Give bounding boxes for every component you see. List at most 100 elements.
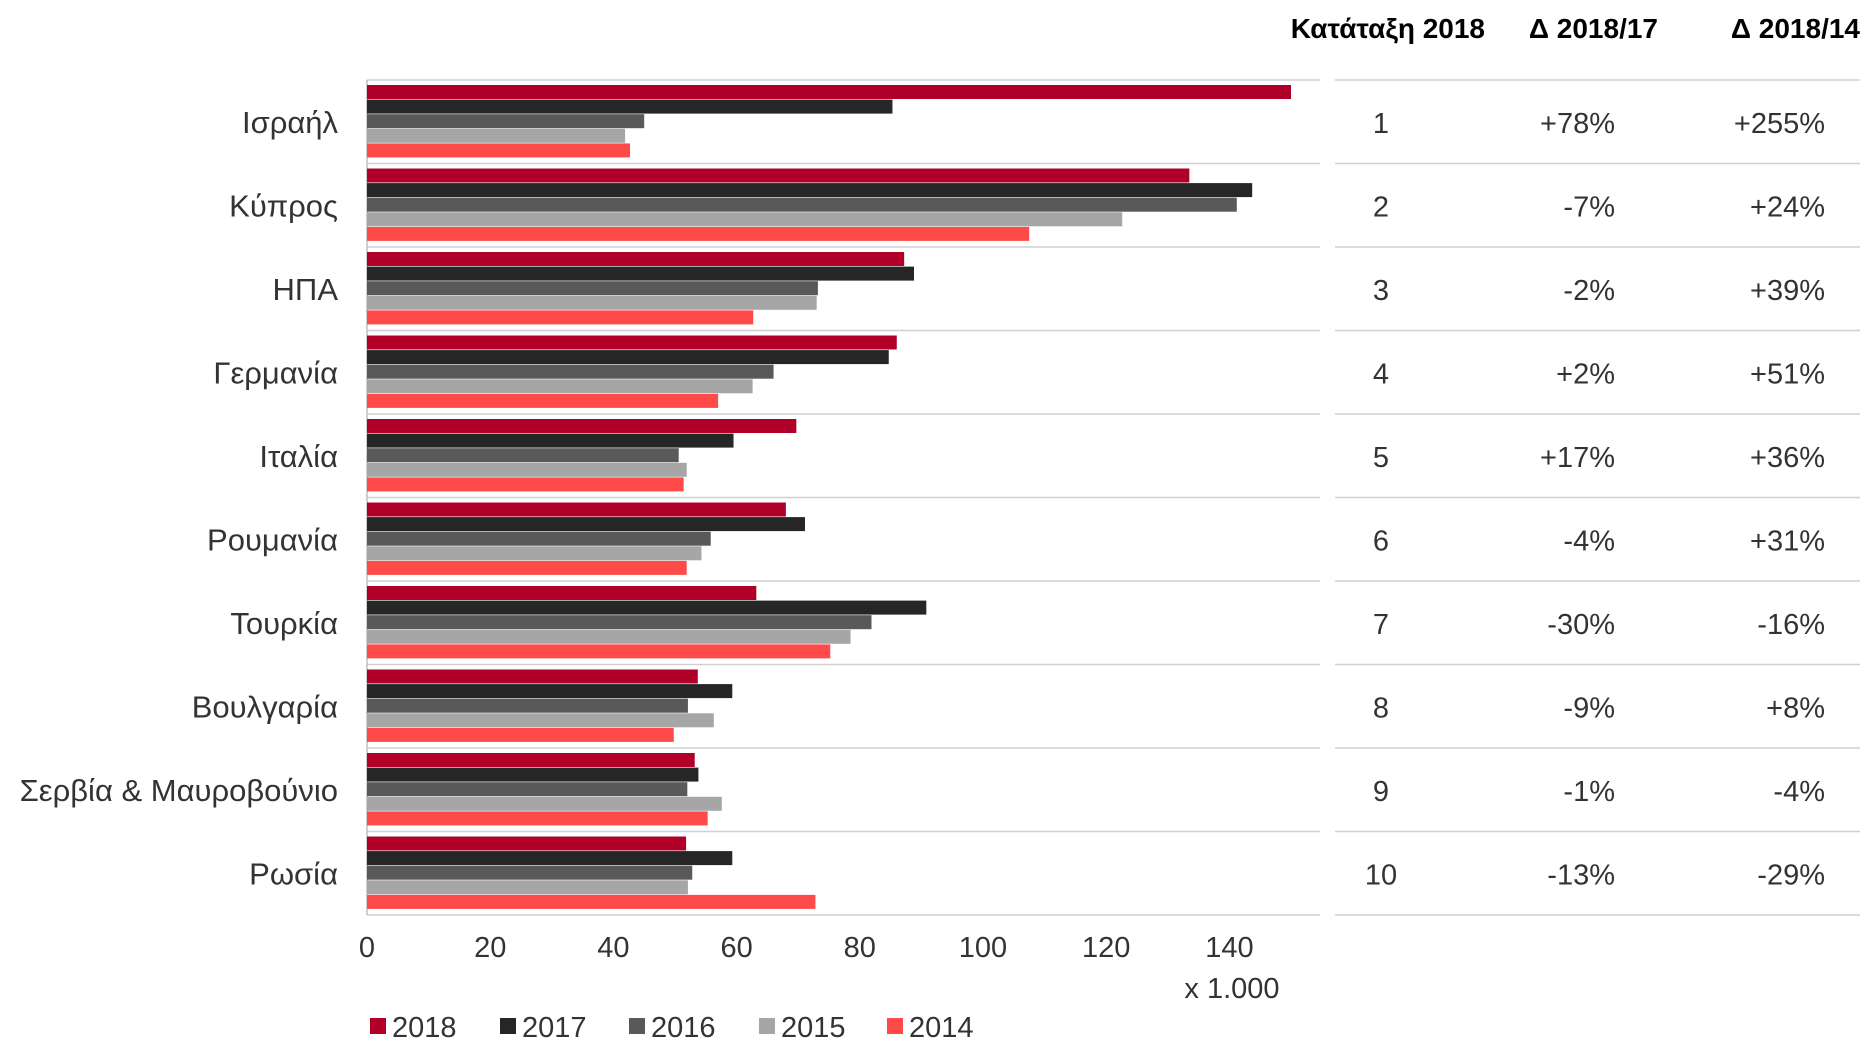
bar-2015-3 — [367, 379, 753, 394]
x-tick-label: 20 — [474, 932, 506, 964]
category-label: Γερμανία — [213, 355, 338, 390]
legend-swatch-2017 — [500, 1018, 516, 1034]
bar-2014-8 — [367, 811, 708, 826]
x-tick-label: 40 — [597, 932, 629, 964]
bar-2017-4 — [367, 433, 734, 448]
table-cell-delta-14: +39% — [1750, 275, 1825, 307]
bar-2016-8 — [367, 782, 688, 797]
table-cell-rank: 1 — [1373, 108, 1389, 140]
table-cell-delta-14: +8% — [1766, 692, 1825, 724]
legend-label-2015: 2015 — [781, 1012, 846, 1044]
x-axis-unit-label: x 1.000 — [1184, 973, 1279, 1005]
bar-2016-5 — [367, 531, 711, 546]
bar-2017-1 — [367, 183, 1253, 198]
bar-2018-7 — [367, 669, 698, 684]
table-cell-delta-17: -2% — [1563, 275, 1615, 307]
category-label: Σερβία & Μαυροβούνιο — [20, 773, 338, 808]
category-label: Βουλγαρία — [192, 689, 338, 724]
table-cell-delta-17: -13% — [1547, 859, 1615, 891]
bar-2014-5 — [367, 560, 687, 575]
table-cell-delta-14: +24% — [1750, 191, 1825, 223]
bar-2018-2 — [367, 252, 905, 266]
bar-2014-2 — [367, 310, 754, 325]
table-cell-delta-14: -4% — [1773, 776, 1825, 808]
legend-swatch-2014 — [887, 1018, 903, 1034]
table-cell-delta-17: -7% — [1563, 191, 1615, 223]
bar-2014-1 — [367, 226, 1030, 241]
table-cell-delta-14: -29% — [1757, 859, 1825, 891]
table-cell-rank: 5 — [1373, 442, 1389, 474]
table-cell-delta-17: -9% — [1563, 692, 1615, 724]
x-tick-label: 120 — [1082, 932, 1130, 964]
bar-2016-6 — [367, 615, 872, 630]
bar-2014-3 — [367, 393, 719, 408]
table-cell-delta-14: -16% — [1757, 609, 1825, 641]
table-cell-rank: 7 — [1373, 609, 1389, 641]
table-cell-delta-14: +255% — [1734, 108, 1825, 140]
bar-2016-9 — [367, 865, 693, 880]
legend-label-2017: 2017 — [522, 1012, 587, 1044]
bar-2017-8 — [367, 767, 699, 782]
x-tick-label: 80 — [844, 932, 876, 964]
table-cell-rank: 4 — [1373, 358, 1389, 390]
bar-2017-5 — [367, 517, 805, 532]
table-cell-rank: 3 — [1373, 275, 1389, 307]
table-cell-rank: 2 — [1373, 191, 1389, 223]
bar-2014-9 — [367, 894, 816, 909]
bar-2016-4 — [367, 448, 679, 463]
x-tick-label: 140 — [1205, 932, 1253, 964]
table-cell-rank: 6 — [1373, 525, 1389, 557]
x-tick-label: 60 — [720, 932, 752, 964]
table-cell-delta-14: +51% — [1750, 358, 1825, 390]
bar-2015-4 — [367, 462, 687, 477]
bar-2017-3 — [367, 350, 889, 365]
legend-swatch-2015 — [759, 1018, 775, 1034]
bar-2014-6 — [367, 644, 831, 659]
bar-2016-7 — [367, 698, 688, 713]
table-header-rank: Κατάταξη 2018 — [1291, 13, 1485, 44]
bar-2018-5 — [367, 502, 786, 517]
bar-2017-2 — [367, 266, 915, 281]
category-label: Ρωσία — [249, 856, 338, 891]
table-cell-delta-14: +31% — [1750, 525, 1825, 557]
bar-2014-0 — [367, 143, 631, 158]
bar-2018-3 — [367, 335, 897, 350]
bar-2015-9 — [367, 880, 688, 895]
bar-2015-6 — [367, 629, 851, 644]
bar-2015-8 — [367, 796, 722, 811]
category-label: ΗΠΑ — [273, 272, 339, 307]
bar-2015-2 — [367, 295, 817, 310]
bar-2016-3 — [367, 364, 774, 379]
table-cell-delta-17: +2% — [1556, 358, 1615, 390]
table-cell-rank: 8 — [1373, 692, 1389, 724]
legend-label-2016: 2016 — [651, 1012, 716, 1044]
bar-2016-2 — [367, 281, 818, 296]
category-label: Κύπρος — [229, 188, 338, 223]
x-tick-label: 0 — [359, 932, 375, 964]
bar-2018-9 — [367, 836, 687, 851]
bar-2018-0 — [367, 85, 1291, 99]
bar-2018-6 — [367, 586, 757, 600]
table-header-delta-14: Δ 2018/14 — [1731, 13, 1861, 44]
bar-2015-1 — [367, 212, 1123, 227]
x-tick-label: 100 — [959, 932, 1007, 964]
table-cell-delta-17: -4% — [1563, 525, 1615, 557]
category-label: Ρουμανία — [207, 522, 338, 557]
bar-2014-7 — [367, 727, 674, 742]
table-cell-delta-17: -30% — [1547, 609, 1615, 641]
bar-2015-0 — [367, 128, 626, 143]
bar-2016-0 — [367, 114, 645, 129]
bar-2017-7 — [367, 684, 733, 699]
table-cell-delta-17: -1% — [1563, 776, 1615, 808]
legend-label-2014: 2014 — [909, 1012, 974, 1044]
table-cell-delta-17: +17% — [1540, 442, 1615, 474]
bar-2015-5 — [367, 546, 702, 561]
bar-2017-9 — [367, 851, 733, 866]
legend-swatch-2016 — [629, 1018, 645, 1034]
category-label: Ιταλία — [259, 439, 338, 474]
table-cell-rank: 10 — [1365, 859, 1397, 891]
category-label: Ισραήλ — [242, 105, 339, 140]
bar-2018-4 — [367, 419, 797, 433]
bar-2017-0 — [367, 99, 893, 114]
